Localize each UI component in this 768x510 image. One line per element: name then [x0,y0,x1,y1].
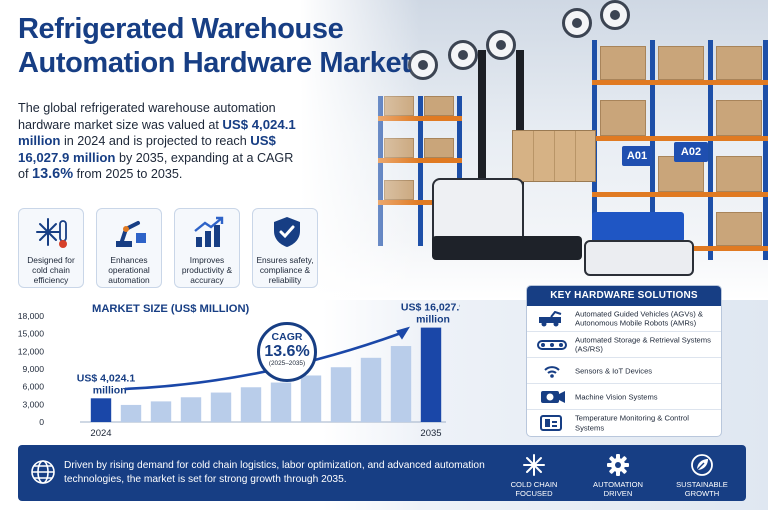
y-tick-label: 3,000 [22,399,44,409]
wifi-sensor-icon [544,366,560,378]
solution-item: Machine Vision Systems [527,384,721,410]
leaf-globe-icon [691,454,713,476]
feature-card: Ensures safety, compliance & reliability [252,208,318,288]
bar-2025 [120,404,142,422]
bar-2033 [360,357,382,422]
growth-chart-icon [194,216,224,247]
feature-label: Designed for cold chain efficiency [27,255,75,285]
bar-2031 [300,375,322,422]
pillar-cold-chain: COLD CHAIN FOCUSED [498,453,570,498]
bar-2030 [270,382,292,422]
temperature-panel-icon [540,415,562,431]
solution-label: Automated Guided Vehicles (AGVs) & Auton… [575,309,703,328]
cagr-badge-label: CAGR [271,331,303,343]
pillar-label: SUSTAINABLE GROWTH [676,480,728,498]
y-tick-label: 6,000 [22,382,44,392]
intro-text: by 2035, expanding at a CAGR of [18,150,294,182]
feature-card: Improves productivity & accuracy [174,208,240,288]
fan-icon [600,0,630,30]
pallet-boxes [512,130,596,182]
chart-title: MARKET SIZE (US$ MILLION) [92,303,250,315]
bar-2034 [390,346,412,422]
conveyor-icon [537,340,567,350]
fan-icon [486,30,516,60]
intro-text: The global refrigerated warehouse automa… [18,101,276,132]
fan-icon [448,40,478,70]
bar-2028 [210,392,232,422]
bar-2027 [180,397,202,422]
snowflake-icon [523,454,545,476]
solution-label: Sensors & IoT Devices [575,365,653,375]
robot-arm-icon [116,221,146,247]
feature-label: Improves productivity & accuracy [181,255,233,285]
summary-banner: Driven by rising demand for cold chain l… [18,445,746,501]
pillar-automation: AUTOMATION DRIVEN [582,453,654,498]
solution-label: Temperature Monitoring & Control Systems [575,413,689,433]
x-tick-label: 2024 [90,428,111,439]
fan-icon [562,8,592,38]
feature-card: Designed for cold chain efficiency [18,208,84,288]
y-tick-label: 12,000 [18,346,45,356]
solution-item: Automated Guided Vehicles (AGVs) & Auton… [527,306,721,332]
solution-item: Temperature Monitoring & Control Systems [527,410,721,436]
banner-text: Driven by rising demand for cold chain l… [64,460,485,485]
cagr-value: 13.6% [32,166,74,183]
data-label: million [93,384,127,396]
intro-text: in 2024 and is projected to reach [64,134,247,149]
solution-label: Automated Storage & Retrieval Systems (A… [575,335,711,354]
data-label: US$ 4,024.1 [77,372,136,384]
bar-2035 [420,327,442,422]
bar-2032 [330,367,352,422]
warehouse-photo: A01 A02 [300,0,768,300]
aisle-sign: A01 [622,146,652,166]
intro-text: from 2025 to 2035. [76,167,183,182]
aisle-sign: A02 [674,142,708,162]
agv-crate [592,212,684,242]
feature-cards: Designed for cold chain efficiency Enhan… [18,208,318,288]
shield-check-icon [274,217,300,247]
pillar-sustainable: SUSTAINABLE GROWTH [666,453,738,498]
pillar-label: AUTOMATION DRIVEN [593,480,643,498]
feature-label: Enhances operational automation [108,255,150,285]
bar-2029 [240,387,262,422]
data-label: million [416,314,450,326]
title-line-1: Refrigerated Warehouse [18,13,344,45]
intro-paragraph: The global refrigerated warehouse automa… [18,100,298,183]
y-tick-label: 18,000 [18,311,45,321]
pillar-label: COLD CHAIN FOCUSED [510,480,558,498]
cagr-badge-value: 13.6% [264,343,310,360]
feature-card: Enhances operational automation [96,208,162,288]
y-tick-label: 9,000 [22,364,44,374]
bar-2026 [150,401,172,422]
solution-item: Sensors & IoT Devices [527,358,721,384]
globe-icon [31,460,55,484]
agv-icon [539,311,562,327]
solution-label: Machine Vision Systems [575,391,658,401]
cagr-badge-range: (2025–2035) [268,360,306,367]
cagr-badge: CAGR 13.6% (2025–2035) [257,322,317,382]
camera-icon [541,391,565,403]
key-hardware-solutions: KEY HARDWARE SOLUTIONS Automated Guided … [526,285,722,437]
data-label: US$ 16,027.9 [401,302,460,314]
value-2035: US$ 16,027.9 million [18,133,276,165]
snowflake-thermometer-icon [36,218,67,248]
gear-icon [607,454,629,476]
feature-label: Ensures safety, compliance & reliability [256,255,314,285]
value-2024: US$ 4,024.1 million [18,116,296,149]
page-title: Refrigerated Warehouse Automation Hardwa… [18,12,438,80]
y-tick-label: 0 [39,417,44,427]
y-tick-label: 15,000 [18,329,45,339]
trend-arrowhead [396,326,410,340]
photo-fade [300,0,420,300]
bar-2024 [90,398,112,422]
x-tick-label: 2035 [420,428,441,439]
solutions-header: KEY HARDWARE SOLUTIONS [527,286,721,306]
market-size-chart: 0 3,000 6,000 9,000 12,000 15,000 18,000 2024 20… [18,302,460,439]
forklift-base [432,236,582,260]
solution-item: Automated Storage & Retrieval Systems (A… [527,332,721,358]
title-line-2: Automation Hardware Market [18,47,411,79]
agv-robot [584,240,694,276]
